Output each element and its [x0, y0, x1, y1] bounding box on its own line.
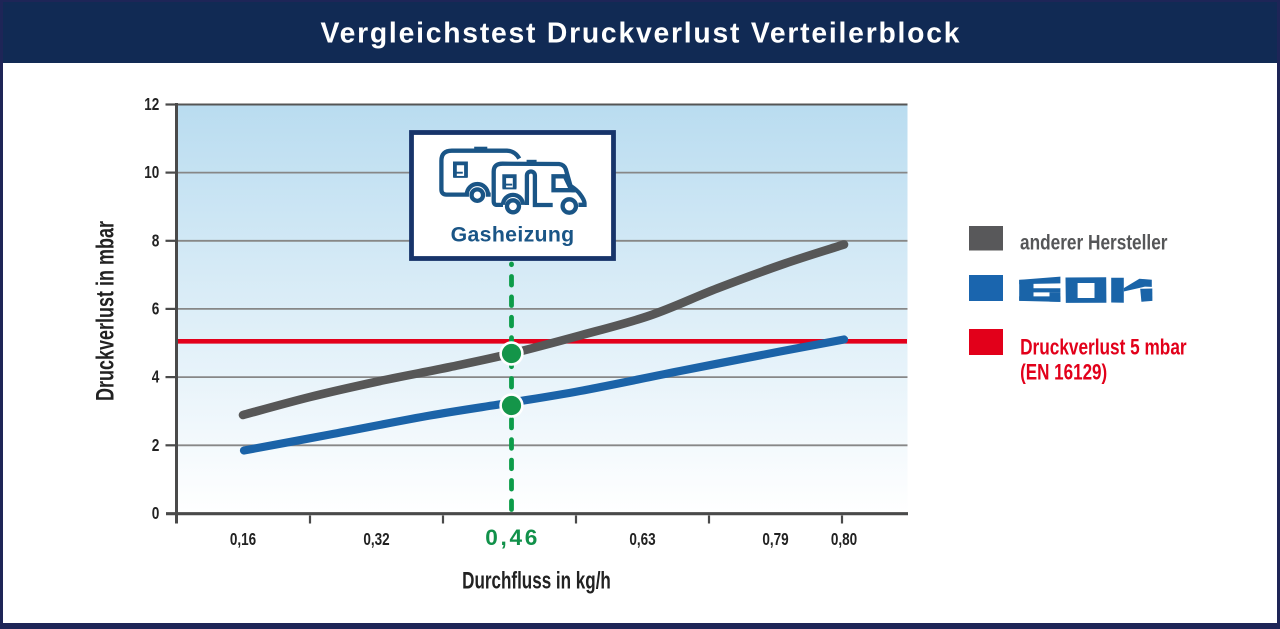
svg-text:Vergleichstest Druckverlust Ve: Vergleichstest Druckverlust Verteilerblo… [321, 16, 960, 48]
svg-text:0,46: 0,46 [485, 525, 537, 550]
svg-text:0,32: 0,32 [363, 529, 389, 549]
svg-text:Durchfluss in kg/h: Durchfluss in kg/h [462, 568, 611, 594]
svg-text:8: 8 [152, 230, 160, 250]
svg-text:(EN 16129): (EN 16129) [1020, 359, 1107, 384]
svg-text:0: 0 [152, 503, 160, 523]
svg-text:12: 12 [144, 94, 159, 114]
svg-text:2: 2 [152, 435, 160, 455]
svg-text:0,79: 0,79 [762, 529, 789, 549]
svg-text:Gasheizung: Gasheizung [451, 223, 575, 247]
svg-text:0,80: 0,80 [831, 529, 857, 549]
svg-text:anderer Hersteller: anderer Hersteller [1020, 232, 1168, 255]
svg-text:6: 6 [152, 299, 160, 319]
svg-text:Druckverlust 5 mbar: Druckverlust 5 mbar [1020, 335, 1187, 360]
svg-text:0,16: 0,16 [230, 529, 257, 549]
svg-text:10: 10 [144, 162, 159, 182]
svg-text:4: 4 [152, 367, 160, 387]
svg-text:0,63: 0,63 [629, 529, 656, 549]
svg-text:Druckverlust in mbar: Druckverlust in mbar [92, 221, 120, 401]
